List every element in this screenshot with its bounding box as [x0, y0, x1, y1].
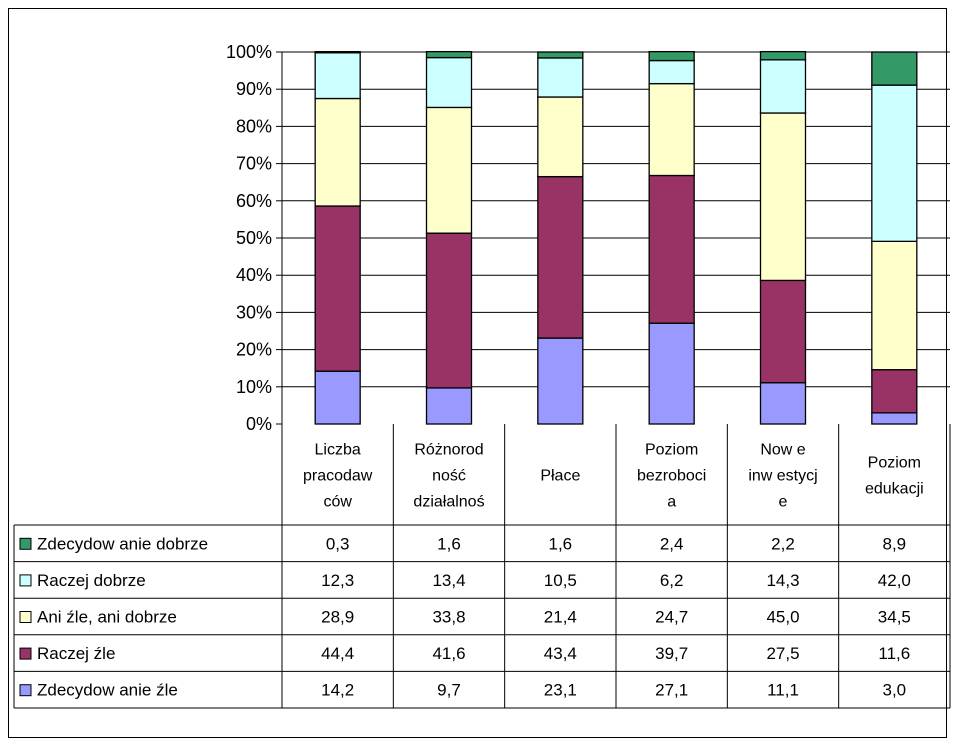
bar-segment — [871, 51, 918, 86]
bar-segment — [648, 174, 695, 324]
table-cell-value: 10,5 — [544, 571, 577, 590]
bar-segment — [759, 50, 807, 61]
bar-segment — [314, 50, 361, 54]
bar-segment — [871, 369, 918, 414]
bar-segment — [425, 50, 473, 59]
category-label: Płace — [540, 468, 580, 485]
table-cell-value: 0,3 — [326, 534, 350, 553]
table-cell-value: 27,5 — [766, 644, 799, 663]
table-cell-value: 12,3 — [321, 571, 354, 590]
legend-key — [19, 684, 32, 697]
category-label: a — [667, 494, 676, 511]
y-tick-label: 40% — [236, 265, 272, 285]
table-cell-value: 1,6 — [437, 534, 461, 553]
table-cell-value: 41,6 — [432, 644, 465, 663]
table-cell-value: 9,7 — [437, 681, 461, 700]
table-cell-value: 44,4 — [321, 644, 354, 663]
bar-segment — [314, 52, 361, 100]
table-cell-value: 13,4 — [432, 571, 465, 590]
y-tick-label: 60% — [236, 191, 272, 211]
bar-segment — [537, 57, 584, 98]
bar-segment — [314, 370, 361, 425]
table-cell-value: 33,8 — [432, 608, 465, 627]
category-label: Różnorod — [414, 442, 483, 459]
legend-key — [19, 647, 32, 660]
y-tick-label: 10% — [236, 377, 272, 397]
table-cell-value: 1,6 — [549, 534, 573, 553]
bar-segment — [759, 112, 807, 282]
category-label: bezroboci — [637, 468, 706, 485]
y-tick-label: 20% — [236, 340, 272, 360]
legend-label: Raczej dobrze — [37, 571, 146, 590]
bar-segment — [871, 84, 918, 242]
bar-segment — [537, 96, 584, 178]
bar-segment — [759, 382, 807, 425]
bar-segment — [871, 412, 918, 425]
category-label: edukacji — [865, 481, 924, 498]
table-cell-value: 21,4 — [544, 608, 577, 627]
legend-label: Zdecydow anie dobrze — [37, 534, 208, 553]
bar-segment — [425, 387, 473, 425]
legend-label: Raczej źle — [37, 644, 115, 663]
table-cell-value: 45,0 — [766, 608, 799, 627]
bar-segment — [537, 175, 584, 339]
category-label: Liczba — [315, 442, 361, 459]
category-label: pracodaw — [303, 468, 373, 485]
table-cell-value: 34,5 — [878, 608, 911, 627]
table-cell-value: 2,4 — [660, 534, 684, 553]
legend-key — [19, 537, 32, 550]
category-label: ców — [323, 494, 352, 511]
y-tick-label: 70% — [236, 154, 272, 174]
legend-key — [19, 611, 32, 623]
table-cell-value: 27,1 — [655, 681, 688, 700]
table-cell-value: 3,0 — [883, 681, 907, 700]
category-label: działalnoś — [413, 494, 484, 511]
table-cell-value: 24,7 — [655, 608, 688, 627]
y-tick-label: 90% — [236, 79, 272, 99]
bar-segment — [537, 337, 584, 425]
y-tick-label: 50% — [236, 228, 272, 248]
bar-segment — [425, 106, 473, 234]
category-label: e — [779, 494, 788, 511]
y-tick-label: 30% — [236, 302, 272, 322]
category-label: Now e — [760, 442, 805, 459]
table-cell-value: 2,2 — [771, 534, 795, 553]
bar-segment — [425, 56, 473, 109]
bar-segment — [759, 59, 807, 114]
table-cell-value: 28,9 — [321, 608, 354, 627]
table-cell-value: 14,2 — [321, 681, 354, 700]
table-cell-value: 11,1 — [767, 681, 799, 700]
legend-key — [19, 574, 32, 587]
table-cell-value: 39,7 — [655, 644, 688, 663]
y-tick-label: 80% — [236, 116, 272, 136]
legend-label: Ani źle, ani dobrze — [37, 608, 177, 627]
table-cell-value: 8,9 — [883, 534, 907, 553]
table-cell-value: 6,2 — [660, 571, 684, 590]
table-cell-value: 42,0 — [878, 571, 911, 590]
bar-segment — [648, 322, 695, 425]
y-tick-label: 0% — [246, 414, 272, 434]
y-tick-label: 100% — [226, 42, 272, 62]
table-cell-value: 14,3 — [766, 571, 799, 590]
bar-segment — [648, 59, 695, 85]
bar-segment — [314, 205, 361, 372]
legend-label: Zdecydow anie źle — [37, 681, 178, 700]
bar-segment — [314, 97, 361, 207]
category-label: Poziom — [645, 442, 698, 459]
table-cell-value: 11,6 — [878, 644, 910, 663]
category-label: ność — [432, 468, 466, 485]
table-cell-value: 23,1 — [544, 681, 577, 700]
category-label: Poziom — [868, 455, 921, 472]
bar-segment — [648, 50, 695, 62]
bar-segment — [871, 240, 918, 371]
bar-segment — [648, 82, 695, 177]
table-cell-value: 43,4 — [544, 644, 577, 663]
category-label: inw estycj — [748, 468, 817, 485]
bar-segment — [759, 279, 807, 384]
bar-segment — [537, 51, 584, 59]
bar-segment — [425, 232, 473, 389]
